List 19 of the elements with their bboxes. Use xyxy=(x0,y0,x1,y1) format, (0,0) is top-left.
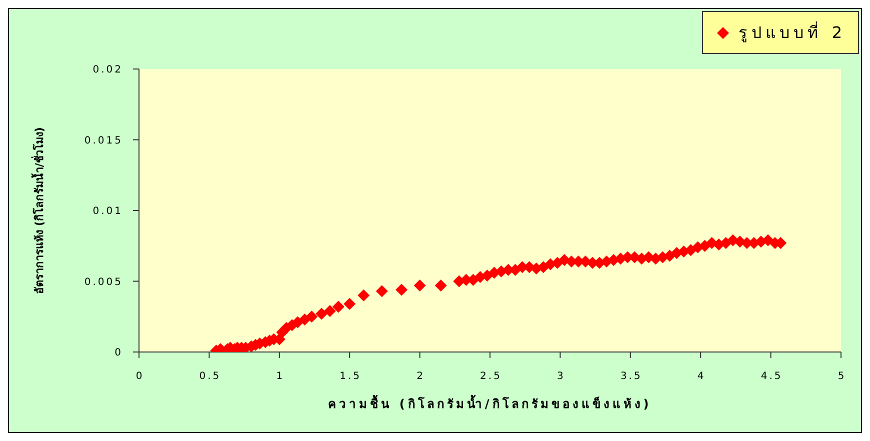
x-tick-label: 3 xyxy=(557,371,564,382)
x-tick-label: 3 . 5 xyxy=(620,371,640,382)
y-tick-label: 0 . 0 2 xyxy=(92,64,121,76)
y-tick-label: 0 . 0 1 5 xyxy=(84,135,121,146)
x-tick-label: 2 . 5 xyxy=(480,371,500,382)
y-tick-label: 0 . 0 1 xyxy=(92,206,121,218)
x-tick-label: 1 xyxy=(276,371,283,382)
y-tick-label: 0 xyxy=(114,348,121,359)
x-tick-label: 0 xyxy=(136,371,142,382)
x-tick-label: 2 xyxy=(416,371,423,382)
x-tick-label: 4 xyxy=(697,371,704,382)
x-tick-label: 4 . 5 xyxy=(760,371,781,382)
legend-label: รูปแบบที่ 2 xyxy=(738,20,846,44)
x-axis-title: ความชื้น (กิโลกรัมน้ำ/กิโลกรัมของแข็งแห้ง) xyxy=(328,394,652,411)
y-tick-label: 0 . 0 0 5 xyxy=(84,276,121,288)
x-tick-label: 5 xyxy=(838,371,844,382)
x-tick-label: 0 . 5 xyxy=(199,371,220,382)
x-tick-label: 1 . 5 xyxy=(340,371,360,382)
y-axis-title: อัตราการแห้ง (กิโลกรัมน้ำ/ชั่วโมง) xyxy=(30,127,46,294)
